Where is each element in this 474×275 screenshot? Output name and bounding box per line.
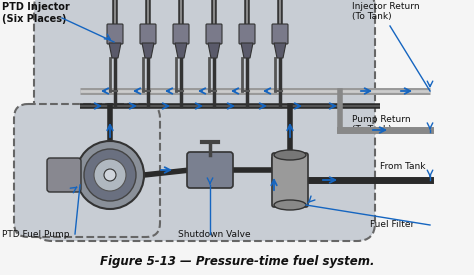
Text: Figure 5-13 — Pressure-time fuel system.: Figure 5-13 — Pressure-time fuel system. [100, 255, 374, 268]
FancyBboxPatch shape [107, 24, 123, 44]
FancyBboxPatch shape [14, 104, 160, 237]
Polygon shape [274, 43, 286, 58]
FancyBboxPatch shape [272, 153, 308, 207]
FancyBboxPatch shape [272, 24, 288, 44]
Text: PTD Fuel Pump: PTD Fuel Pump [2, 230, 70, 239]
Polygon shape [175, 43, 187, 58]
FancyBboxPatch shape [206, 24, 222, 44]
Ellipse shape [274, 200, 306, 210]
Ellipse shape [274, 150, 306, 160]
FancyBboxPatch shape [239, 24, 255, 44]
Polygon shape [208, 43, 220, 58]
Text: Injector Return
(To Tank): Injector Return (To Tank) [352, 2, 419, 21]
Polygon shape [241, 43, 253, 58]
Text: PTD Injector
(Six Places): PTD Injector (Six Places) [2, 2, 70, 24]
Polygon shape [142, 43, 154, 58]
Text: From Tank: From Tank [380, 162, 426, 171]
FancyBboxPatch shape [140, 24, 156, 44]
FancyBboxPatch shape [47, 158, 81, 192]
Text: Fuel Filter: Fuel Filter [370, 220, 414, 229]
FancyBboxPatch shape [34, 0, 375, 241]
FancyBboxPatch shape [173, 24, 189, 44]
Circle shape [84, 149, 136, 201]
Text: Shutdown Valve: Shutdown Valve [178, 230, 251, 239]
Polygon shape [109, 43, 121, 58]
FancyBboxPatch shape [187, 152, 233, 188]
Circle shape [94, 159, 126, 191]
Circle shape [76, 141, 144, 209]
Circle shape [104, 169, 116, 181]
Text: Pump Return
(To Tank): Pump Return (To Tank) [352, 115, 410, 134]
